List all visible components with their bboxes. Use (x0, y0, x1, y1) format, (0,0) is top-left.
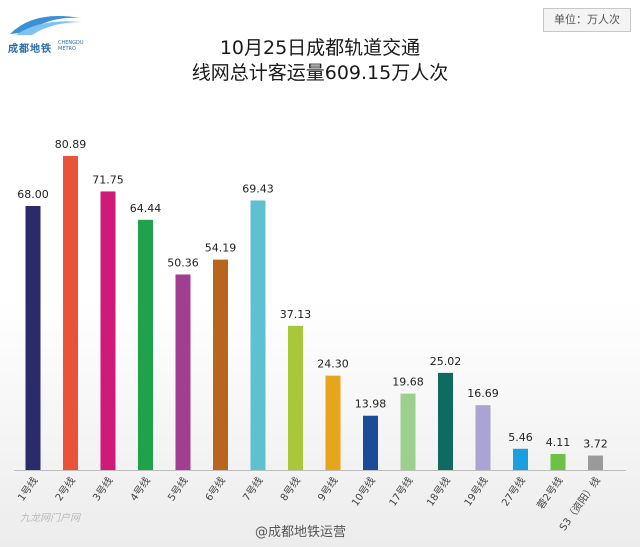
bar (475, 405, 491, 470)
bar-value-label: 71.75 (92, 173, 124, 186)
x-tick-label: 17号线 (386, 474, 415, 508)
x-tick-label: 3号线 (90, 474, 116, 503)
bar (213, 259, 228, 470)
bar-value-label: 50.36 (167, 256, 199, 269)
bar-value-label: 5.46 (508, 431, 533, 444)
bar-value-label: 16.69 (467, 387, 499, 400)
bar-value-label: 24.30 (317, 358, 349, 371)
chart-title-line-2: 线网总计客运量609.15万人次 (191, 62, 449, 84)
bar (25, 206, 41, 470)
unit-label: 单位：万人次 (543, 8, 631, 32)
bar-value-label: 64.44 (130, 202, 162, 215)
x-tick-label: 18号线 (424, 474, 453, 508)
chart-title-line-1: 10月25日成都轨道交通 (219, 37, 421, 59)
x-tick-label: 19号线 (461, 474, 490, 508)
x-tick-label: 蓉2号线 (534, 474, 566, 511)
bar (100, 191, 116, 471)
chart-title: 10月25日成都轨道交通 线网总计客运量609.15万人次 (0, 36, 640, 86)
watermark-left: 九龙网门户网 (20, 513, 80, 524)
bar (175, 274, 191, 470)
bar-value-label: 54.19 (205, 242, 237, 255)
bar (288, 325, 303, 470)
x-tick-label: 7号线 (240, 474, 266, 503)
x-tick-label: 4号线 (127, 474, 153, 503)
bar-value-label: 4.11 (546, 436, 571, 449)
bar-value-label: 25.02 (430, 355, 462, 368)
x-tick-label: 8号线 (277, 474, 303, 503)
bar (400, 393, 416, 470)
x-tick-label: 5号线 (165, 474, 191, 503)
x-tick-label: 10号线 (349, 474, 378, 508)
bar-value-label: 19.68 (392, 376, 424, 389)
x-tick-label: 1号线 (15, 474, 41, 503)
x-tick-label: 6号线 (202, 474, 228, 503)
bar-value-label: 68.00 (17, 188, 49, 201)
x-tick-label: 9号线 (315, 474, 341, 503)
logo-en-text: CHENGDU METRO (58, 40, 84, 52)
logo-text: 成都地铁 (8, 44, 52, 55)
bar (63, 155, 78, 470)
bar (138, 219, 153, 470)
bar (550, 454, 566, 470)
bar-value-label: 69.43 (242, 182, 274, 195)
weibo-watermark: @成都地铁运营 (255, 525, 347, 540)
bar (325, 375, 341, 470)
bar-value-label: 80.89 (55, 138, 87, 151)
bar-value-label: 13.98 (355, 398, 387, 411)
bar (250, 200, 266, 470)
bar (588, 455, 603, 470)
bar-value-label: 37.13 (280, 308, 312, 321)
metro-logo: 成都地铁 CHENGDU METRO (6, 8, 96, 55)
bar-value-label: 3.72 (583, 438, 608, 451)
bar (438, 372, 453, 470)
x-tick-label: 2号线 (52, 474, 78, 503)
metro-logo-icon (10, 16, 82, 35)
bar (513, 448, 528, 470)
x-tick-label: 27号线 (499, 474, 528, 508)
bar (363, 415, 378, 470)
